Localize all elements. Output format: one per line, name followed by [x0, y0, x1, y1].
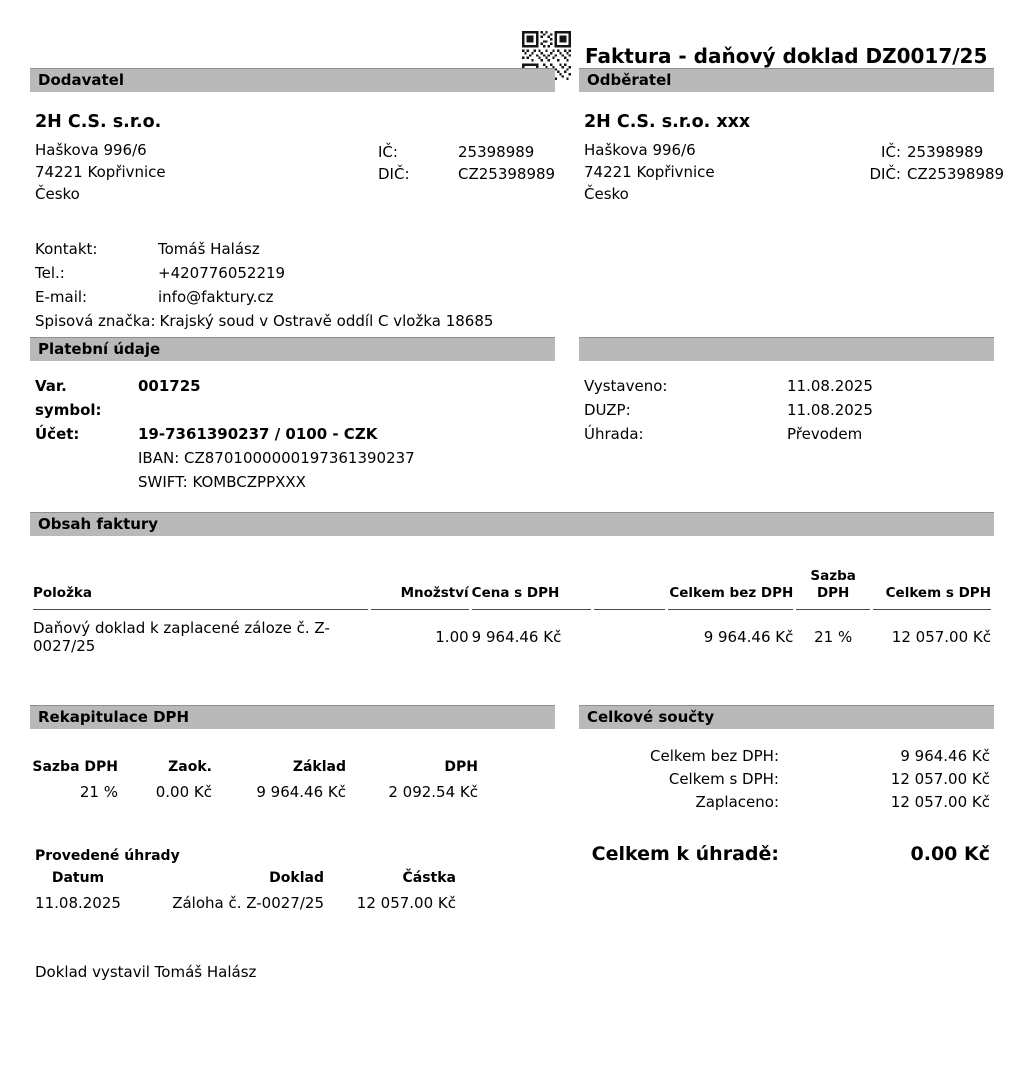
ic-label: IČ:: [378, 143, 398, 161]
supplier-registration: IČ: 25398989 DIČ: CZ25398989: [378, 141, 555, 185]
paid-col-amount: Částka: [402, 870, 456, 886]
vat-col-rounding: Zaok.: [168, 759, 212, 775]
supplier-contact: Kontakt: Tomáš Halász Tel.: +420776052219 …: [35, 237, 994, 333]
customer-registration: IČ: 25398989 DIČ: CZ25398989: [859, 141, 1004, 185]
payments-made-table: Datum Doklad Částka 11.08.2025 Záloha č.…: [30, 868, 456, 913]
col-spacer: [593, 568, 666, 610]
supplier-address: Haškova 996/6 74221 Kopřivnice Česko: [35, 141, 166, 203]
iban: IBAN: CZ8701000000197361390237: [138, 449, 415, 467]
section-header-payment: Platební údaje: [30, 337, 555, 361]
section-header-customer: Odběratel: [579, 68, 994, 92]
contact-email: info@faktury.cz: [158, 288, 274, 306]
item-total-incl-vat: 12 057.00 Kč: [891, 628, 991, 646]
payments-made-title: Provedené úhrady: [35, 848, 180, 864]
item-total-excl-vat: 9 964.46 Kč: [703, 628, 794, 646]
vat-summary-table: Sazba DPH Zaok. Základ DPH 21 % 0.00 Kč …: [30, 741, 478, 802]
customer-name: 2H C.S. s.r.o. xxx: [584, 112, 751, 132]
item-vat-rate: 21 %: [814, 628, 853, 646]
customer-address: Haškova 996/6 74221 Kopřivnice Česko: [584, 141, 715, 203]
section-header-dates: [579, 337, 994, 361]
document-header: Faktura - daňový doklad DZ0017/25: [30, 0, 994, 80]
vat-base: 9 964.46 Kč: [256, 783, 346, 801]
issued-by-note: Doklad vystavil Tomáš Halász: [35, 963, 257, 981]
paid-document: Záloha č. Z-0027/25: [172, 894, 324, 912]
total-paid: 12 057.00 Kč: [890, 793, 990, 811]
contact-phone: +420776052219: [158, 264, 286, 282]
payments-made-block: Provedené úhrady Datum Doklad Částka: [30, 846, 555, 913]
vat-col-base: Základ: [292, 759, 346, 775]
item-unit-price: 9 964.46 Kč: [471, 628, 562, 646]
supplier-ic: 25398989: [458, 143, 535, 161]
vat-rate: 21 %: [79, 783, 118, 801]
items-table: Položka Množství Cena s DPH Celkem bez D…: [30, 568, 994, 655]
total-excl-vat: 9 964.46 Kč: [900, 747, 990, 765]
vat-col-rate: Sazba DPH: [32, 759, 118, 775]
customer-ic: 25398989: [907, 143, 984, 161]
vat-rounding: 0.00 Kč: [155, 783, 212, 801]
col-vat-rate: Sazba DPH: [796, 568, 870, 610]
paid-amount: 12 057.00 Kč: [356, 894, 456, 912]
registry-record: Krajský soud v Ostravě oddíl C vložka 18…: [159, 312, 494, 330]
contact-person: Tomáš Halász: [158, 240, 260, 258]
paid-col-document: Doklad: [269, 870, 324, 886]
table-row: 11.08.2025 Záloha č. Z-0027/25 12 057.00…: [30, 888, 456, 913]
invoice-dates: Vystaveno: 11.08.2025 DUZP: 11.08.2025 Úhr…: [579, 374, 994, 494]
amount-due-label: Celkem k úhradě:: [591, 843, 779, 865]
supplier-dic: CZ25398989: [458, 165, 556, 183]
totals-block: Celkem bez DPH: 9 964.46 Kč Celkem s DPH:…: [579, 741, 994, 814]
total-incl-vat: 12 057.00 Kč: [890, 770, 990, 788]
amount-due-value: 0.00 Kč: [910, 843, 990, 865]
supplier-name: 2H C.S. s.r.o.: [35, 112, 162, 132]
dic-label: DIČ:: [378, 165, 410, 183]
item-description: Daňový doklad k zaplacené záloze č. Z-00…: [33, 619, 330, 655]
page-title: Faktura - daňový doklad DZ0017/25: [585, 43, 988, 68]
customer-dic: CZ25398989: [907, 165, 1005, 183]
duzp-date: 11.08.2025: [787, 401, 873, 419]
vat-col-vat: DPH: [444, 759, 478, 775]
supplier-block: 2H C.S. s.r.o. Haškova 996/6 74221 Kopři…: [30, 92, 555, 205]
paid-col-date: Datum: [51, 870, 105, 886]
vat-amount: 2 092.54 Kč: [388, 783, 478, 801]
ic-label: IČ:: [881, 143, 901, 161]
paid-date: 11.08.2025: [35, 894, 121, 912]
amount-due-row: Celkem k úhradě: 0.00 Kč: [579, 842, 994, 866]
variable-symbol: 001725: [138, 377, 201, 395]
customer-block: 2H C.S. s.r.o. xxx Haškova 996/6 74221 K…: [579, 92, 1004, 205]
section-header-totals: Celkové součty: [579, 705, 994, 729]
dic-label: DIČ:: [869, 165, 901, 183]
items-header-row: Položka Množství Cena s DPH Celkem bez D…: [33, 568, 991, 610]
bank-account: 19-7361390237 / 0100 - CZK: [138, 425, 378, 443]
section-header-supplier: Dodavatel: [30, 68, 555, 92]
section-header-items: Obsah faktury: [30, 512, 994, 536]
item-quantity: 1.00: [435, 628, 469, 646]
table-row: Daňový doklad k zaplacené záloze č. Z-00…: [33, 610, 991, 655]
issue-date: 11.08.2025: [787, 377, 873, 395]
col-total-excl-vat: Celkem bez DPH: [668, 568, 794, 610]
payment-method: Převodem: [787, 425, 863, 443]
payment-details: Var. symbol: 001725 Účet: 19-7361390237 / …: [30, 374, 555, 494]
section-header-vat-summary: Rekapitulace DPH: [30, 705, 555, 729]
table-row: 21 % 0.00 Kč 9 964.46 Kč 2 092.54 Kč: [30, 777, 478, 802]
col-total-incl-vat: Celkem s DPH: [872, 568, 991, 610]
col-unit-price: Cena s DPH: [471, 568, 591, 610]
swift: SWIFT: KOMBCZPPXXX: [138, 473, 306, 491]
col-quantity: Množství: [370, 568, 469, 610]
col-item: Položka: [33, 568, 368, 610]
